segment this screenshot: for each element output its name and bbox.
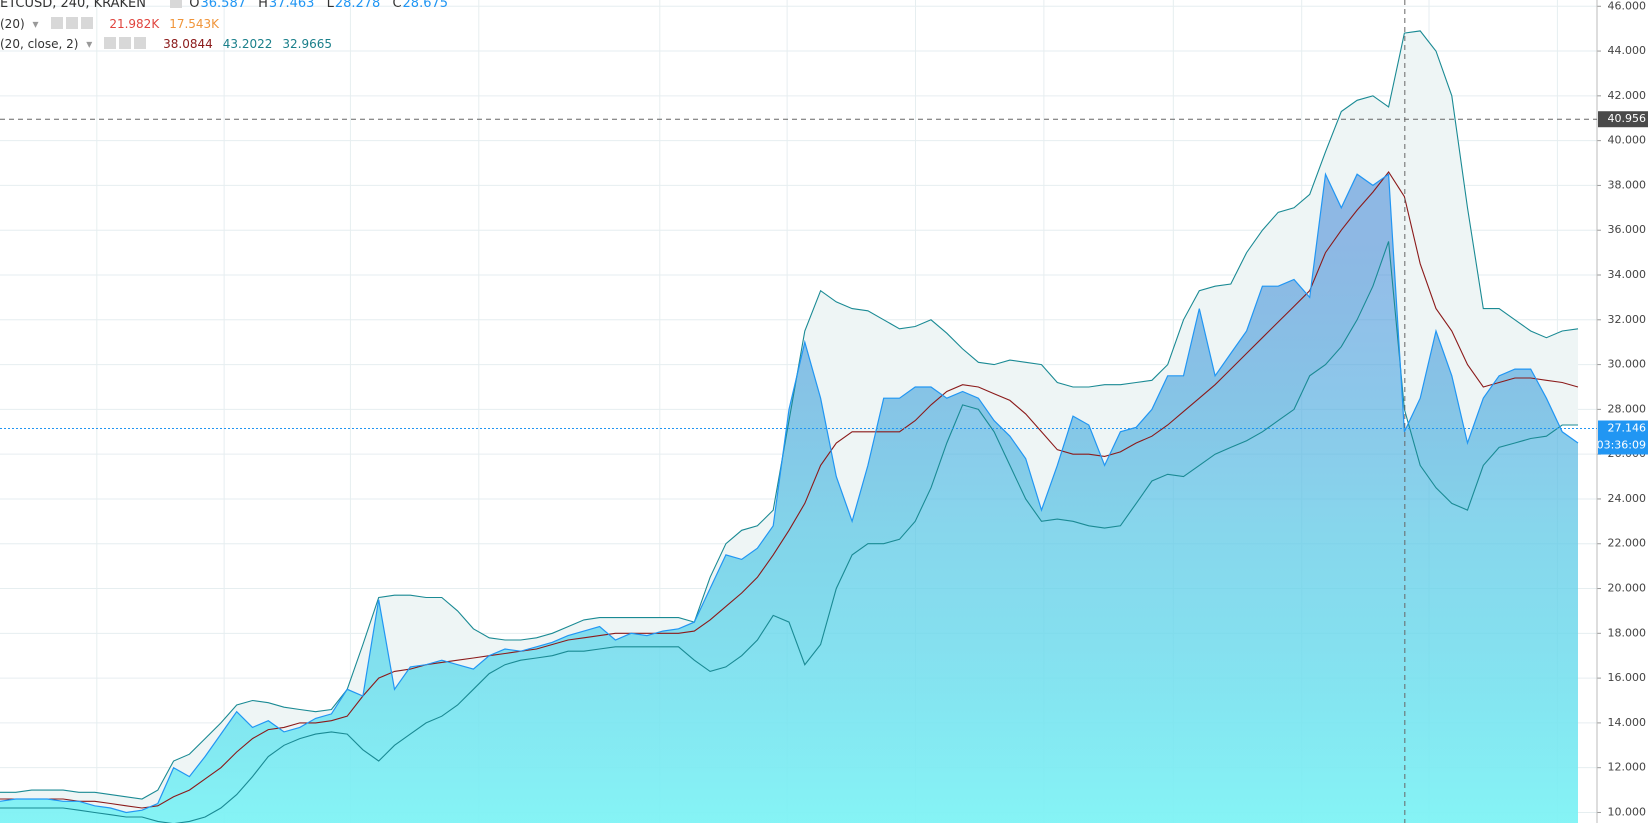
y-tick-label: 22.000 xyxy=(1608,537,1647,550)
y-tick-label: 42.000 xyxy=(1608,89,1647,102)
indicator-label[interactable]: (20) xyxy=(0,17,25,31)
icon[interactable] xyxy=(134,37,147,49)
indicator-label[interactable]: (20, close, 2) xyxy=(0,37,79,51)
countdown-label: 03:36:09 xyxy=(1597,438,1646,451)
y-tick-label: 18.000 xyxy=(1608,626,1647,639)
icon[interactable] xyxy=(50,17,63,29)
y-tick-label: 46.000 xyxy=(1608,0,1647,12)
price-line xyxy=(0,172,1579,814)
y-tick-label: 38.000 xyxy=(1608,178,1647,191)
ohlc-value: 36.587 xyxy=(200,0,247,11)
crosshair-price-box xyxy=(1598,111,1648,128)
indicator-value: 43.2022 xyxy=(222,37,273,51)
indicator-value: 32.9665 xyxy=(282,37,332,51)
icon[interactable] xyxy=(119,37,132,49)
icon[interactable] xyxy=(80,17,93,29)
y-tick-label: 44.000 xyxy=(1608,44,1647,57)
y-tick-label: 14.000 xyxy=(1608,716,1647,729)
icon[interactable] xyxy=(104,37,117,49)
indicator-row: (20) ▾ 21.982K 17.543K xyxy=(0,17,220,31)
ohlc-label: O xyxy=(189,0,200,11)
ohlc-value: 28.278 xyxy=(334,0,381,11)
indicator-value: 21.982K xyxy=(109,17,160,31)
ohlc-label: H xyxy=(258,0,268,11)
last-price-label: 27.146 xyxy=(1608,421,1647,434)
ohlc-value: 28.675 xyxy=(402,0,449,11)
y-tick-label: 36.000 xyxy=(1608,223,1647,236)
ohlc-label: L xyxy=(326,0,334,11)
band-line xyxy=(0,241,1578,823)
y-tick-label: 40.000 xyxy=(1608,134,1647,147)
y-tick-label: 10.000 xyxy=(1608,805,1647,818)
icon[interactable] xyxy=(170,0,183,8)
symbol-row: ETCUSD, 240, KRAKEN O36.587 H37.463 L28.… xyxy=(0,0,456,14)
legend: ETCUSD, 240, KRAKEN O36.587 H37.463 L28.… xyxy=(0,0,456,54)
y-tick-label: 34.000 xyxy=(1608,268,1647,281)
y-tick-label: 30.000 xyxy=(1608,358,1647,371)
indicator-row: (20, close, 2) ▾ 38.0844 43.2022 32.9665 xyxy=(0,37,332,51)
band-line xyxy=(0,30,1579,800)
ohlc-value: 37.463 xyxy=(268,0,315,11)
y-tick-label: 12.000 xyxy=(1608,761,1647,774)
price-area xyxy=(0,174,1578,823)
icon[interactable] xyxy=(65,17,78,29)
y-tick-label: 16.000 xyxy=(1608,671,1647,684)
y-tick-label: 28.000 xyxy=(1608,402,1647,415)
y-tick-label: 20.000 xyxy=(1608,582,1647,595)
ohlc-label: C xyxy=(392,0,402,11)
band-line xyxy=(0,171,1579,809)
indicator-value: 38.0844 xyxy=(163,37,213,51)
symbol[interactable]: ETCUSD, 240, KRAKEN xyxy=(0,0,146,11)
y-tick-label: 24.000 xyxy=(1608,492,1647,505)
last-price-box xyxy=(1598,420,1648,455)
crosshair-price-label: 40.956 xyxy=(1608,112,1647,125)
y-tick-label: 32.000 xyxy=(1608,313,1647,326)
indicator-value: 17.543K xyxy=(169,17,220,31)
